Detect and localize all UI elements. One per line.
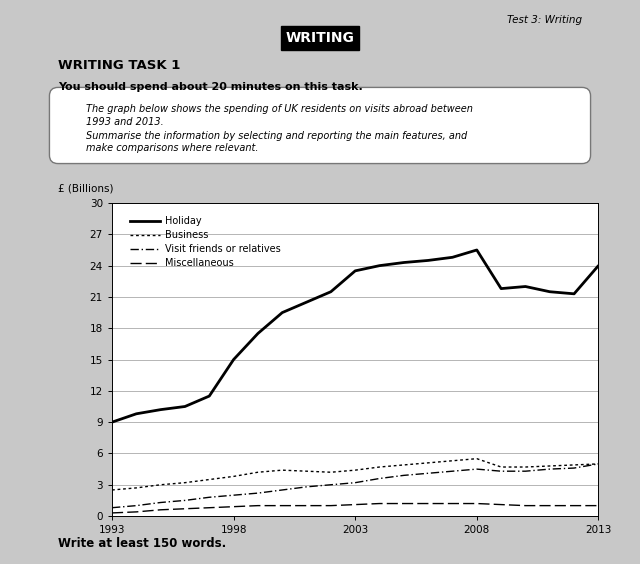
Text: £ (Billions): £ (Billions) — [58, 184, 114, 193]
Text: The graph below shows the spending of UK residents on visits abroad between: The graph below shows the spending of UK… — [86, 104, 474, 114]
Text: You should spend about 20 minutes on this task.: You should spend about 20 minutes on thi… — [58, 82, 363, 92]
Text: make comparisons where relevant.: make comparisons where relevant. — [86, 143, 259, 153]
Text: 1993 and 2013.: 1993 and 2013. — [86, 117, 164, 127]
Legend: Holiday, Business, Visit friends or relatives, Miscellaneous: Holiday, Business, Visit friends or rela… — [127, 213, 285, 272]
Text: Write at least 150 words.: Write at least 150 words. — [58, 537, 226, 550]
Text: WRITING TASK 1: WRITING TASK 1 — [58, 59, 180, 72]
Text: Test 3: Writing: Test 3: Writing — [507, 15, 582, 25]
FancyBboxPatch shape — [49, 87, 591, 164]
Text: Summarise the information by selecting and reporting the main features, and: Summarise the information by selecting a… — [86, 131, 468, 141]
Text: WRITING: WRITING — [285, 31, 355, 45]
